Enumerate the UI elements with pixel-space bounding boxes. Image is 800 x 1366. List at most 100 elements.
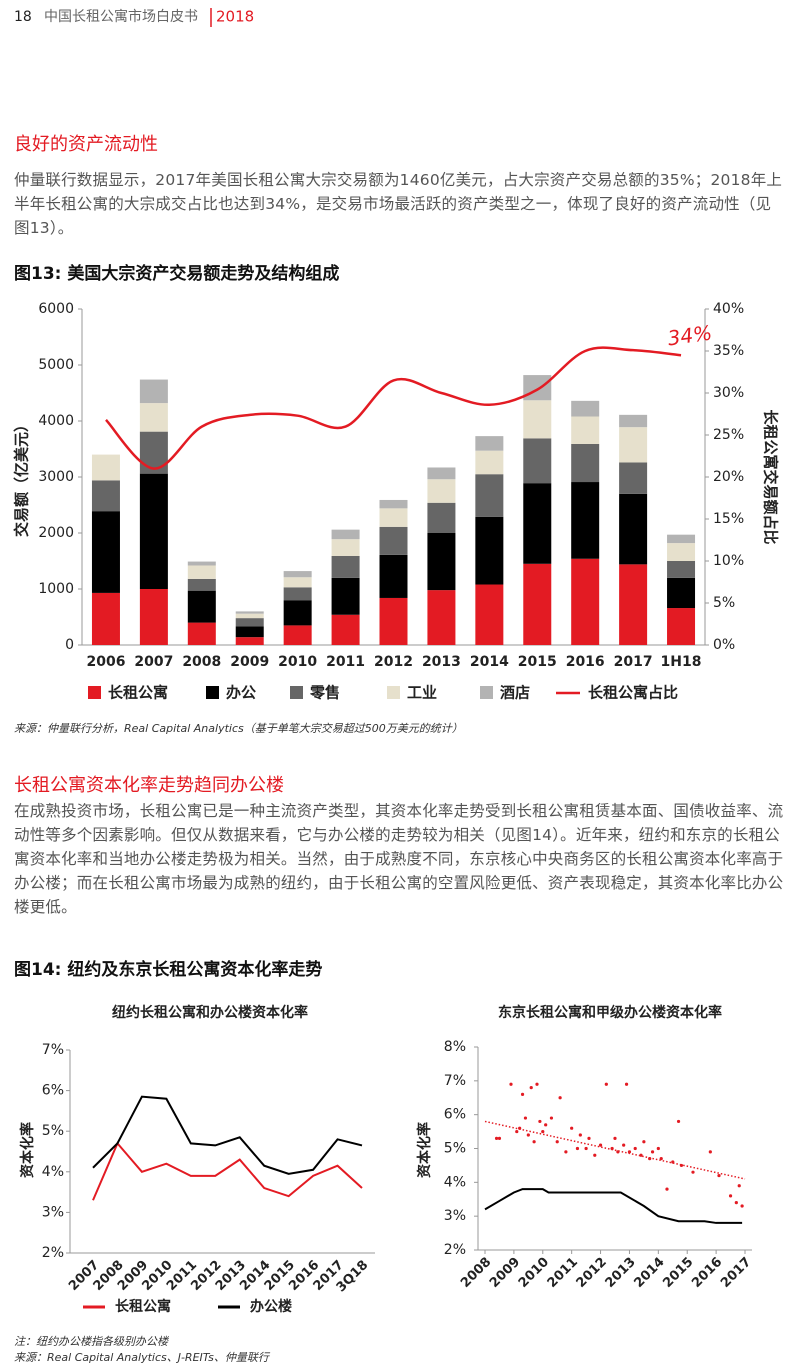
x-tick-label: 2007 — [134, 654, 173, 670]
figure-title: 图14: 纽约及东京长租公寓资本化率走势 — [14, 959, 322, 980]
y-tick-label: 20% — [713, 469, 744, 485]
x-tick-label: 2012 — [574, 1255, 610, 1291]
bar-segment — [283, 571, 312, 578]
y-tick-label: 4% — [42, 1164, 64, 1180]
legend-swatch — [206, 686, 219, 699]
scatter-point — [497, 1136, 502, 1140]
y-tick-label: 40% — [713, 301, 744, 317]
bar-segment — [91, 454, 120, 481]
paragraph: 在成熟投资市场，长租公寓已是一种主流资产类型，其资本化率走势受到长租公寓租赁基本… — [14, 802, 784, 916]
scatter-point — [520, 1092, 525, 1096]
bar-segment — [187, 565, 216, 579]
bar-segment — [235, 611, 264, 614]
scatter-point — [578, 1133, 582, 1137]
header-year: 2018 — [216, 8, 254, 26]
series-line — [92, 1095, 363, 1175]
x-tick-label: 2016 — [689, 1255, 725, 1291]
scatter-point — [708, 1150, 712, 1154]
y-tick-label: 0% — [713, 637, 735, 653]
y-tick-label: 8% — [444, 1039, 466, 1055]
y-tick-label: 1000 — [38, 581, 74, 597]
y-tick-label: 0 — [65, 637, 74, 653]
bar-segment — [187, 561, 216, 566]
bar-segment — [331, 555, 360, 578]
scatter-point — [598, 1143, 603, 1147]
bar-segment — [283, 600, 312, 626]
y-tick-label: 2000 — [38, 525, 74, 541]
y-tick-label: 3000 — [38, 469, 74, 485]
y-tick-label: 25% — [713, 427, 744, 443]
bar-segment — [331, 614, 360, 645]
bar-segment — [667, 608, 696, 645]
y-tick-label: 5% — [42, 1123, 64, 1139]
bar-segment — [619, 427, 648, 463]
scatter-point — [659, 1157, 663, 1161]
bar-segment — [139, 589, 168, 645]
bar-segment — [187, 590, 216, 623]
x-tick-label: 2017 — [718, 1255, 754, 1291]
scatter-point — [740, 1204, 744, 1208]
x-tick-label: 2010 — [278, 654, 317, 670]
x-tick-label: 2014 — [631, 1255, 667, 1291]
y-tick-label: 4% — [444, 1174, 466, 1190]
bar-segment — [283, 587, 312, 601]
trend-line — [484, 1120, 746, 1180]
bar-segment — [427, 479, 456, 503]
legend-swatch — [88, 686, 101, 699]
legend-swatch — [290, 686, 303, 699]
legend-label: 酒店 — [500, 684, 530, 702]
bar-segment — [427, 590, 456, 645]
y-tick-label: 35% — [713, 343, 744, 359]
y-tick-label: 7% — [42, 1042, 64, 1058]
bar-segment — [475, 450, 504, 475]
scatter-point — [526, 1133, 530, 1137]
bar-segment — [619, 414, 648, 428]
scatter-point — [728, 1194, 733, 1198]
scatter-point — [494, 1136, 499, 1140]
section-heading: 长租公寓资本化率走势趋同办公楼 — [14, 775, 284, 796]
scatter-point — [564, 1150, 568, 1154]
x-tick-label: 2008 — [182, 654, 221, 670]
y-axis-label: 资本化率 — [416, 1122, 433, 1178]
scatter-point — [734, 1201, 738, 1205]
y-tick-label: 2% — [42, 1245, 64, 1261]
bar-segment — [331, 577, 360, 615]
bar-segment — [667, 543, 696, 561]
y-axis-label: 资本化率 — [19, 1122, 36, 1178]
share-line — [105, 346, 682, 470]
x-tick-label: 2012 — [374, 654, 413, 670]
bar-segment — [475, 474, 504, 517]
y-tick-label: 6% — [42, 1083, 64, 1099]
bar-segment — [187, 578, 216, 591]
scatter-point — [549, 1116, 554, 1120]
legend-label: 长租公寓 — [115, 1298, 171, 1315]
scatter-point — [570, 1126, 574, 1130]
bar-segment — [187, 622, 216, 645]
y-tick-label: 6000 — [38, 301, 74, 317]
bar-segment — [571, 416, 600, 444]
scatter-point — [575, 1146, 580, 1151]
legend-swatch — [480, 686, 493, 699]
y-tick-label: 5% — [444, 1141, 466, 1157]
bar-segment — [619, 493, 648, 565]
scatter-point — [558, 1096, 562, 1100]
y-tick-label: 5% — [713, 595, 735, 611]
figure-title: 图13: 美国大宗资产交易额走势及结构组成 — [14, 263, 339, 284]
bar-segment — [379, 597, 408, 645]
scatter-point — [529, 1086, 533, 1090]
scatter-point — [676, 1119, 681, 1124]
bar-segment — [667, 577, 696, 609]
bar-segment — [379, 508, 408, 527]
scatter-point — [656, 1146, 660, 1151]
section-heading: 良好的资产流动性 — [14, 134, 158, 155]
scatter-point — [642, 1140, 646, 1144]
legend-label: 长租公寓占比 — [588, 684, 678, 702]
bar-segment — [427, 533, 456, 591]
bar-segment — [379, 554, 408, 598]
scatter-point — [613, 1136, 617, 1140]
x-tick-label: 2010 — [516, 1255, 552, 1291]
bar-segment — [91, 511, 120, 593]
bar-segment — [523, 438, 552, 484]
